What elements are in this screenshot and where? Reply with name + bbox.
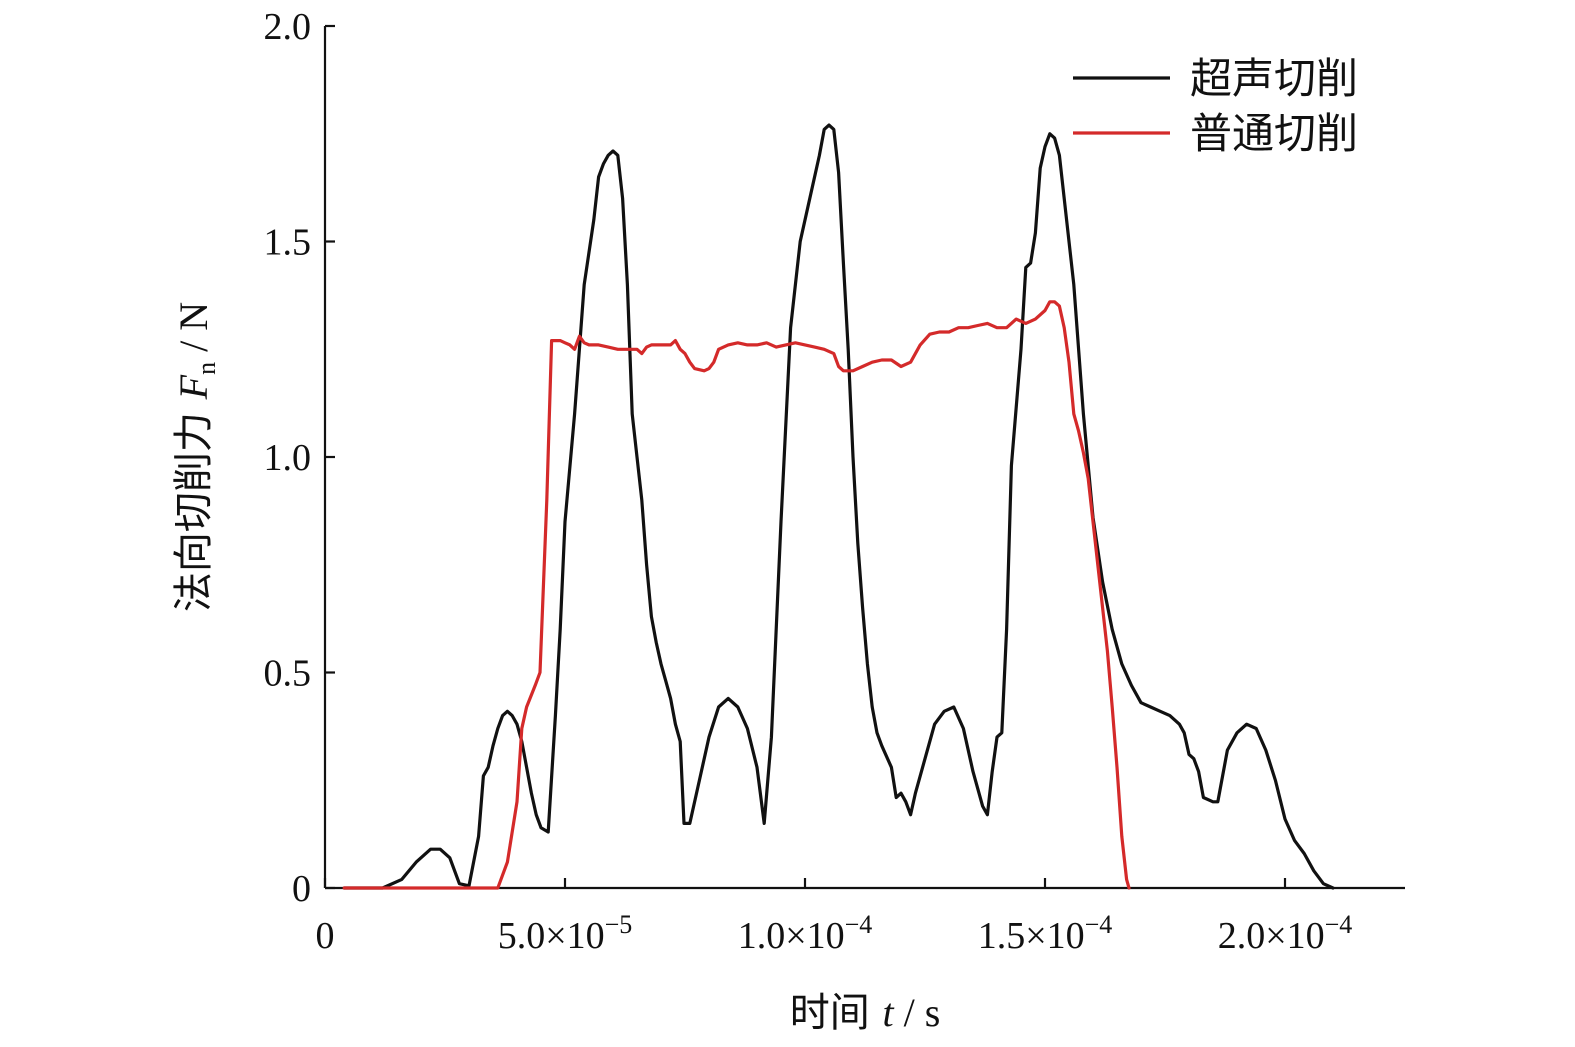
y-tick-label-3: 1.5	[264, 222, 312, 264]
x-tick-exponent-2: −4	[845, 910, 873, 939]
x-tick-label-1: 5.0×10−5	[498, 910, 633, 957]
x-axis-title-unit: / s	[894, 990, 941, 1035]
x-tick-mantissa-1: 5.0×10	[498, 915, 605, 957]
series-line-0	[342, 123, 1335, 890]
y-tick-label-1: 0.5	[264, 653, 312, 695]
y-tick-label-2: 1.0	[264, 437, 312, 479]
ticks: 00.51.01.52.00 5.0×10−5 1.0×10−4 1.5×10−4 2.…	[264, 6, 1353, 957]
x-tick-label-2: 1.0×10−4	[738, 910, 873, 957]
series-line-1	[342, 300, 1131, 890]
x-tick-exponent-4: −4	[1325, 910, 1353, 939]
legend-label-0: 超声切削	[1190, 54, 1358, 103]
x-axis-title-variable: t	[882, 990, 894, 1035]
x-tick-label-3: 1.5×10−4	[978, 910, 1113, 957]
x-tick-mantissa-3: 1.5×10	[978, 915, 1085, 957]
x-axis-title: 时间 t / s	[790, 990, 941, 1036]
y-axis-title-variable: F	[171, 374, 216, 400]
y-tick-label-0: 0	[292, 868, 311, 910]
x-tick-exponent-1: −5	[605, 910, 633, 939]
y-axis-title-unit: / N	[171, 302, 216, 362]
y-axis-title-prefix: 法向切削力	[171, 399, 217, 612]
y-axis-title-subscript: n	[192, 362, 221, 375]
x-tick-label-4: 2.0×10−4	[1218, 910, 1353, 957]
y-tick-label-4: 2.0	[264, 6, 312, 48]
x-tick-mantissa-4: 2.0×10	[1218, 915, 1325, 957]
x-axis-title-prefix: 时间	[790, 990, 883, 1036]
x-tick-mantissa-2: 1.0×10	[738, 915, 845, 957]
x-tick-label-0: 0	[316, 915, 335, 957]
series-group	[342, 123, 1335, 890]
x-tick-exponent-3: −4	[1085, 910, 1113, 939]
legend-label-1: 普通切削	[1190, 109, 1358, 158]
y-axis-title: 法向切削力 Fn / N	[171, 302, 221, 612]
